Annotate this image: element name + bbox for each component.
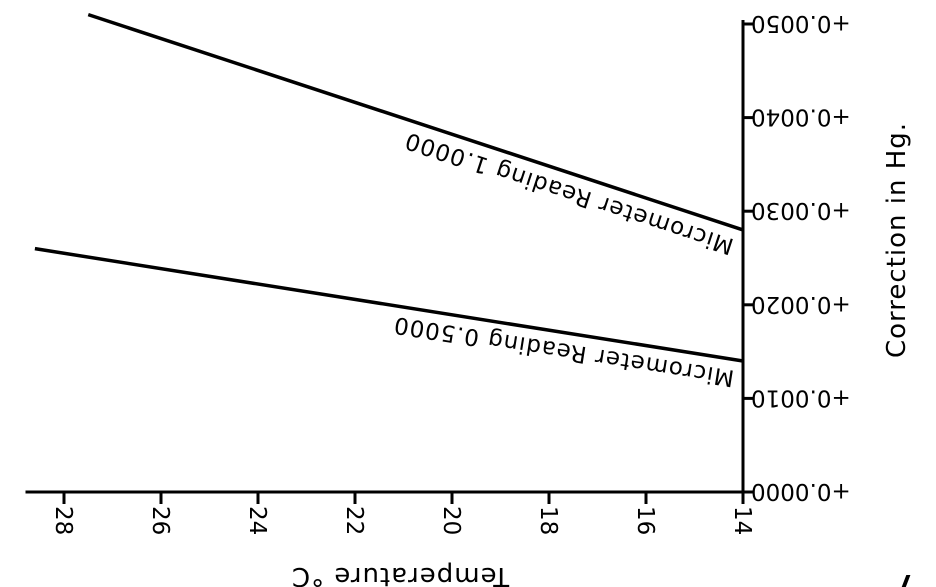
series-line — [87, 12, 744, 232]
y-tick-label: +0.0050 — [751, 10, 851, 36]
series-label: Micrometer Reading 1.0000 — [401, 127, 736, 259]
series-line — [34, 246, 744, 363]
x-tick-label: 24 — [244, 506, 270, 535]
x-tick-label: 20 — [438, 506, 464, 535]
x-tick-label: 16 — [632, 506, 658, 535]
y-tick-label: +0.0000 — [751, 478, 851, 504]
y-tick-label: +0.0020 — [751, 291, 851, 317]
figure-mark: 7 — [892, 565, 917, 587]
y-tick-label: +0.0010 — [751, 384, 851, 410]
x-tick-label: 18 — [535, 506, 561, 535]
x-axis-title: Temperature °C — [291, 561, 510, 587]
y-axis-title: Correction in Hg. — [882, 122, 912, 358]
x-tick-label: 14 — [729, 506, 755, 535]
x-tick-label: 22 — [341, 506, 367, 535]
y-tick-label: +0.0030 — [751, 197, 851, 223]
x-tick-label: 28 — [50, 506, 76, 535]
x-tick-label: 26 — [147, 506, 173, 535]
y-tick-label: +0.0040 — [751, 104, 851, 130]
